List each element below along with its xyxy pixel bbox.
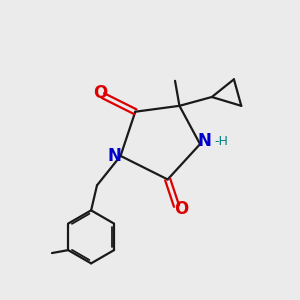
Text: N: N xyxy=(107,147,121,165)
Text: -H: -H xyxy=(214,135,228,148)
Text: N: N xyxy=(197,132,212,150)
Text: O: O xyxy=(93,84,107,102)
Text: O: O xyxy=(174,200,188,218)
